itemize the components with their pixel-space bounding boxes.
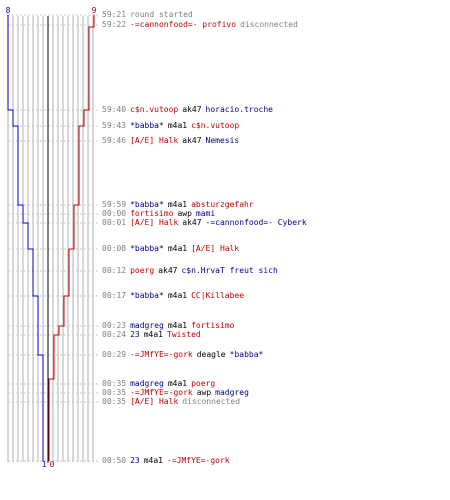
event-time: 00:35 [102, 379, 127, 388]
event-text: *babba* [130, 244, 164, 253]
event-time: 00:23 [102, 321, 127, 330]
event-time: 00:17 [102, 291, 127, 300]
event-text: 23 [130, 456, 140, 465]
event-text: [A/E] Halk [130, 218, 179, 227]
event-text: *babba* [229, 350, 264, 359]
event-time: 59:40 [102, 105, 127, 114]
event-text: m4a1 [167, 321, 188, 330]
event-text: c$n.vutoop [130, 105, 179, 114]
event-text: fortisimo [130, 209, 174, 218]
event-row: 00:17 *babba* m4a1 CC|Killabee [102, 291, 248, 301]
event-time: 00:08 [102, 244, 127, 253]
event-time: 00:12 [102, 266, 127, 275]
event-text: m4a1 [143, 330, 163, 339]
event-text: disconnected [182, 397, 241, 406]
event-text: ak47 [158, 266, 178, 275]
event-row: 00:12 poerg ak47 c$n.HrvaT freut sich [102, 266, 282, 276]
event-row: 59:40 c$n.vutoop ak47 horacio.troche [102, 105, 277, 115]
event-text: [A/E] Halk [130, 136, 179, 145]
event-text: c$n.vutoop [191, 121, 240, 130]
event-row: 00:23 madgreg m4a1 fortisimo [102, 321, 238, 331]
event-text: m4a1 [143, 456, 163, 465]
event-text: -=JMfYE=-gork [167, 456, 230, 465]
event-time: 00:00 [102, 209, 127, 218]
event-time: 00:50 [102, 456, 127, 465]
event-text: c$n.HrvaT freut sich [181, 266, 278, 275]
event-time: 59:22 [102, 20, 127, 29]
event-text: madgreg [130, 321, 164, 330]
event-text: disconnected [240, 20, 298, 29]
event-text: -=cannonfood=- profivo [130, 20, 237, 29]
event-text: m4a1 [167, 244, 188, 253]
event-time: 59:46 [102, 136, 127, 145]
event-text: poerg [191, 379, 216, 388]
event-text: madgreg [215, 388, 249, 397]
event-dashes [8, 14, 100, 462]
event-text: ak47 [182, 218, 202, 227]
event-text: CC|Killabee [191, 291, 245, 300]
event-row: 59:21 round started [102, 10, 197, 20]
event-text: 23 [130, 330, 140, 339]
event-text: m4a1 [167, 291, 188, 300]
blue-end-count: 1 [42, 460, 47, 469]
event-text: ak47 [182, 105, 202, 114]
event-text: Twisted [167, 330, 201, 339]
event-text: awp [196, 388, 212, 397]
event-text: [A/E] Halk [130, 397, 179, 406]
event-row: 00:29 -=JMfYE=-gork deagle *babba* [102, 350, 267, 360]
event-time: 00:35 [102, 397, 127, 406]
event-row: 00:24 23 m4a1 Twisted [102, 330, 205, 340]
event-text: poerg [130, 266, 155, 275]
player-count-graph: 8 9 1 0 [6, 6, 100, 469]
graph-grid [7, 16, 94, 462]
event-text: ak47 [182, 136, 202, 145]
event-text: deagle [196, 350, 226, 359]
event-row: 00:35 [A/E] Halk disconnected [102, 397, 244, 407]
event-row: 00:01 [A/E] Halk ak47 -=cannonfood=- Cyberk [102, 218, 311, 228]
event-text: madgreg [130, 379, 164, 388]
event-text: *babba* [130, 291, 164, 300]
event-text: -=JMfYE=-gork [130, 388, 193, 397]
event-row: 59:22 -=cannonfood=- profivo disconnected [102, 20, 302, 30]
event-text: -=JMfYE=-gork [130, 350, 193, 359]
event-time: 59:43 [102, 121, 127, 130]
event-row: 59:46 [A/E] Halk ak47 Nemesis [102, 136, 243, 146]
blue-team-line [7, 15, 44, 461]
event-row: 00:50 23 m4a1 -=JMfYE=-gork [102, 456, 234, 466]
event-text: *babba* [130, 121, 164, 130]
event-time: 00:01 [102, 218, 127, 227]
event-text: round started [130, 10, 193, 19]
event-text: m4a1 [167, 200, 188, 209]
event-text: fortisimo [191, 321, 235, 330]
event-text: *babba* [130, 200, 164, 209]
event-text: Nemesis [205, 136, 240, 145]
event-text: [A/E] Halk [191, 244, 240, 253]
event-row: 00:08 *babba* m4a1 [A/E] Halk [102, 244, 243, 254]
event-text: -=cannonfood=- Cyberk [205, 218, 307, 227]
event-text: absturzgefahr [191, 200, 254, 209]
blue-start-count: 8 [6, 6, 11, 15]
red-team-line [48, 15, 95, 461]
event-row: 00:35 -=JMfYE=-gork awp madgreg [102, 388, 253, 398]
event-text: m4a1 [167, 121, 188, 130]
event-time: 00:24 [102, 330, 127, 339]
event-row: 00:35 madgreg m4a1 poerg [102, 379, 219, 389]
event-text: awp [177, 209, 192, 218]
event-text: horacio.troche [205, 105, 273, 114]
event-row: 00:00 fortisimo awp mami [102, 209, 219, 219]
event-text: m4a1 [167, 379, 188, 388]
event-row: 59:59 *babba* m4a1 absturzgefahr [102, 200, 258, 210]
red-start-count: 9 [92, 6, 97, 15]
event-time: 59:21 [102, 10, 127, 19]
event-time: 00:29 [102, 350, 127, 359]
event-text: mami [195, 209, 216, 218]
event-row: 59:43 *babba* m4a1 c$n.vutoop [102, 121, 243, 131]
red-end-count: 0 [50, 460, 55, 469]
event-time: 00:35 [102, 388, 127, 397]
event-time: 59:59 [102, 200, 127, 209]
